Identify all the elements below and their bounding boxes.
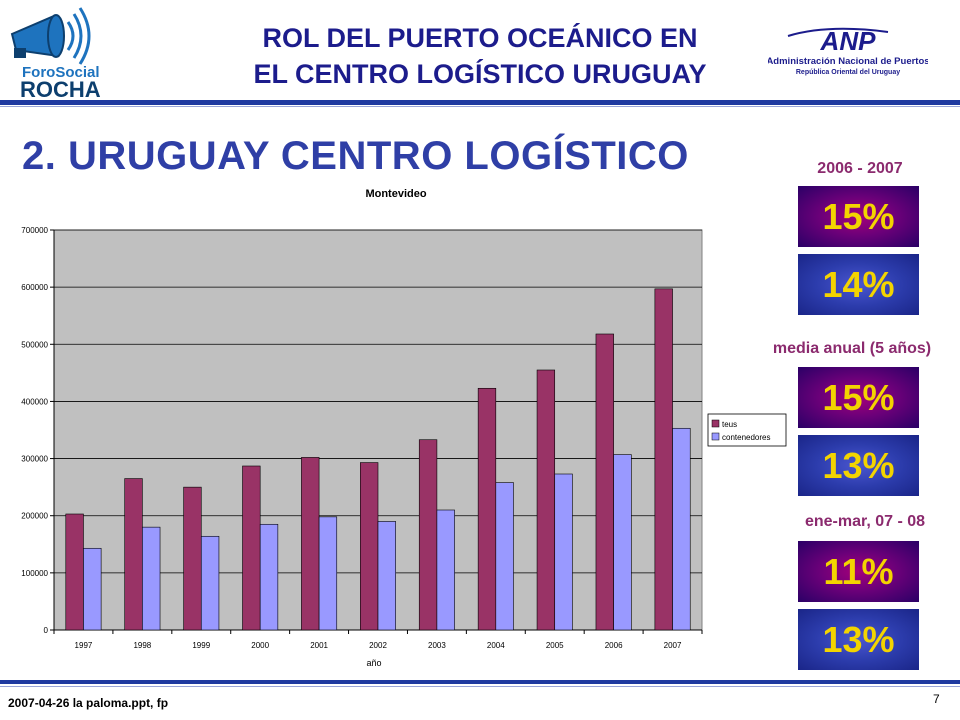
bottom-divider <box>0 680 960 684</box>
legend-label: teus <box>722 420 737 429</box>
y-tick-label: 500000 <box>21 340 48 349</box>
bar-contenedores <box>554 473 573 631</box>
bottom-divider-thin <box>0 686 960 687</box>
x-tick-label: 2006 <box>605 641 623 650</box>
stat-label-media-anual: media anual (5 años) <box>772 340 932 357</box>
bar-teus <box>418 439 438 631</box>
page-header-title: ROL DEL PUERTO OCEÁNICO EN EL CENTRO LOG… <box>190 20 770 92</box>
montevideo-bar-chart: Montevideo 0 100000 200000 300000 400000 50000… <box>21 188 787 668</box>
anp-mark: ANP <box>820 26 877 56</box>
stat-teus-media-anual: 15% <box>798 367 919 428</box>
bar-contenedores <box>613 454 632 631</box>
y-tick-label: 100000 <box>21 569 48 578</box>
legend-box <box>707 413 787 447</box>
megaphone-icon <box>10 7 91 65</box>
bar-contenedores <box>142 526 161 631</box>
y-tick-label: 0 <box>44 626 49 635</box>
bar-teus <box>301 457 320 631</box>
legend-label: contenedores <box>722 433 770 442</box>
bar-teus <box>242 465 261 631</box>
stat-contenedores-ene-mar: 13% <box>798 609 919 670</box>
legend-swatch <box>711 419 720 428</box>
top-divider <box>0 100 960 105</box>
bar-contenedores <box>259 523 279 631</box>
bar-teus <box>124 478 143 631</box>
bar-teus <box>477 387 497 631</box>
x-tick-label: 2005 <box>546 641 564 650</box>
bar-teus <box>654 288 673 631</box>
bar-teus <box>595 333 614 631</box>
bar-teus <box>183 486 202 631</box>
anp-line1: Administración Nacional de Puertos <box>768 56 928 67</box>
stat-contenedores-media-anual: 13% <box>798 435 919 496</box>
bar-contenedores <box>672 427 691 631</box>
chart-title: Montevideo <box>365 188 426 200</box>
y-tick-label: 200000 <box>21 512 48 521</box>
x-tick-label: 1998 <box>133 641 151 650</box>
bar-contenedores <box>436 509 455 631</box>
foro-social-rocha-logo: ForoSocial ROCHA <box>10 7 101 102</box>
x-tick-label: 2007 <box>664 641 682 650</box>
page-number: 7 <box>933 692 940 706</box>
x-tick-label: 1999 <box>192 641 210 650</box>
x-tick-label: 2004 <box>487 641 505 650</box>
footer-text: 2007-04-26 la paloma.ppt, fp <box>8 696 169 710</box>
logo-left-line1: ForoSocial <box>22 64 100 81</box>
bar-contenedores <box>318 516 338 631</box>
bar-contenedores <box>377 521 396 631</box>
legend-swatch <box>711 432 720 441</box>
bar-contenedores <box>83 547 102 631</box>
bar-contenedores <box>200 535 220 631</box>
anp-swoosh-icon <box>787 27 889 37</box>
stat-teus-ene-mar: 11% <box>798 541 919 602</box>
stat-label-ene-mar: ene-mar, 07 - 08 <box>804 513 926 530</box>
header-title-line1: ROL DEL PUERTO OCEÁNICO EN <box>262 23 698 53</box>
logo-left-line2: ROCHA <box>20 77 101 102</box>
y-tick-label: 400000 <box>21 397 48 406</box>
bar-teus <box>360 462 379 631</box>
bar-teus <box>536 369 556 631</box>
x-tick-label: 2000 <box>251 641 269 650</box>
y-tick-label: 600000 <box>21 283 48 292</box>
x-tick-label: 2002 <box>369 641 387 650</box>
x-tick-label: 2003 <box>428 641 446 650</box>
bar-contenedores <box>495 482 514 631</box>
header-title-line2: EL CENTRO LOGÍSTICO URUGUAY <box>253 59 707 89</box>
y-tick-label: 700000 <box>21 226 48 235</box>
stat-label-2006-2007: 2006 - 2007 <box>817 160 903 177</box>
y-tick-label: 300000 <box>21 455 48 464</box>
bar-teus <box>65 513 84 631</box>
anp-logo: ANP Administración Nacional de Puertos R… <box>768 26 928 76</box>
anp-line2: República Oriental del Uruguay <box>796 69 900 76</box>
section-title: 2. URUGUAY CENTRO LOGÍSTICO <box>22 134 689 178</box>
x-axis-label: año <box>366 658 381 668</box>
x-tick-label: 1997 <box>75 641 93 650</box>
stat-contenedores-2006-2007: 14% <box>798 254 919 315</box>
x-tick-label: 2001 <box>310 641 328 650</box>
top-divider-thin <box>0 106 960 107</box>
stat-teus-2006-2007: 15% <box>798 186 919 247</box>
